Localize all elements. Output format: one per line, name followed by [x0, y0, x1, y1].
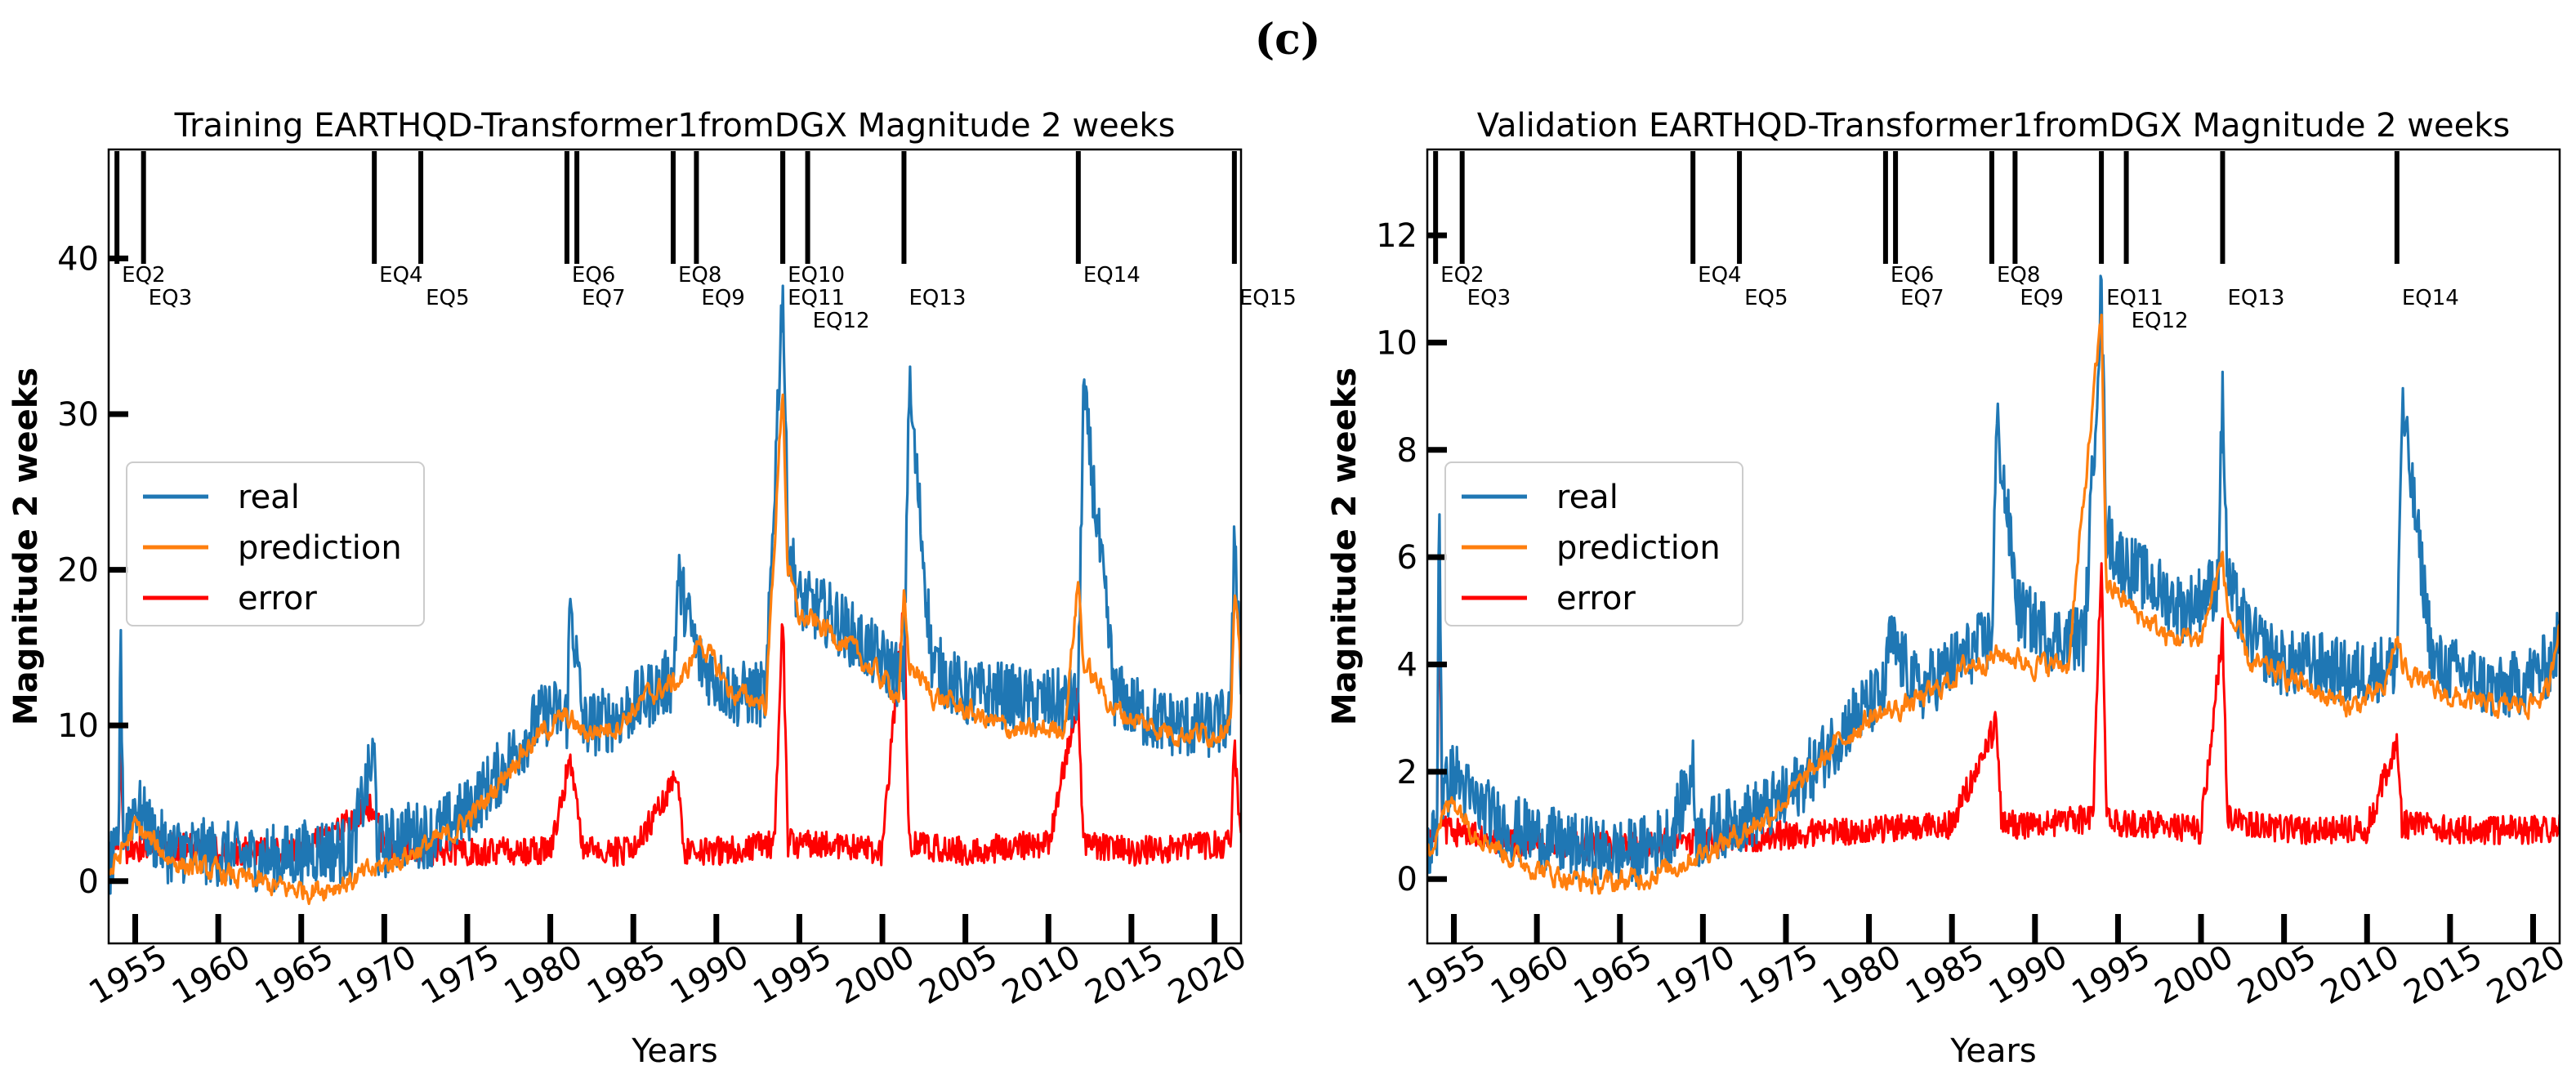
x-tick-label: 1995 — [2065, 938, 2156, 1012]
training-chart: Training EARTHQD-Transformer1fromDGX Mag… — [7, 107, 1297, 1070]
x-tick-label: 2010 — [996, 938, 1087, 1012]
event-marker-label: EQ3 — [1467, 286, 1511, 310]
x-tick-label: 1970 — [332, 938, 422, 1012]
x-tick-label: 2005 — [2232, 938, 2323, 1012]
event-marker-label: EQ11 — [2106, 286, 2163, 310]
x-tick-label: 2010 — [2315, 938, 2405, 1012]
event-marker-label: EQ12 — [2132, 309, 2189, 333]
event-marker-label: EQ7 — [1900, 286, 1944, 310]
x-tick-label: 1995 — [747, 938, 837, 1012]
x-tick-label: 1990 — [664, 938, 755, 1012]
x-tick-label: 2005 — [913, 938, 1004, 1012]
y-tick-label: 30 — [57, 396, 99, 434]
y-axis-label: Magnitude 2 weeks — [1326, 368, 1364, 725]
y-tick-label: 2 — [1397, 754, 1417, 791]
event-marker-label: EQ2 — [1440, 263, 1484, 288]
axes-frame — [1426, 148, 2561, 945]
y-tick-label: 0 — [78, 863, 99, 901]
x-tick-label: 2020 — [1162, 938, 1252, 1012]
x-tick-label: 2020 — [2480, 938, 2571, 1012]
legend: real prediction error — [126, 461, 425, 626]
chart-title: Training EARTHQD-Transformer1fromDGX Mag… — [174, 107, 1176, 145]
event-marker-label: EQ15 — [1239, 286, 1297, 310]
x-tick-label: 1985 — [1900, 938, 1990, 1012]
event-marker-label: EQ8 — [1997, 263, 2040, 288]
x-tick-label: 1975 — [415, 938, 506, 1012]
x-axis-label: Years — [1949, 1032, 2037, 1070]
y-tick-label: 12 — [1376, 217, 1417, 255]
x-tick-label: 2015 — [1079, 938, 1170, 1012]
event-marker-label: EQ13 — [909, 286, 966, 310]
chart-title: Validation EARTHQD-Transformer1fromDGX M… — [1477, 107, 2511, 145]
event-marker-label: EQ12 — [813, 309, 870, 333]
series-line-real — [109, 284, 1241, 895]
x-tick-label: 1980 — [1817, 938, 1908, 1012]
y-tick-label: 40 — [57, 240, 99, 278]
event-marker-label: EQ8 — [678, 263, 721, 288]
x-tick-label: 1965 — [1568, 938, 1659, 1012]
event-marker-label: EQ14 — [1083, 263, 1141, 288]
y-tick-label: 10 — [1376, 324, 1417, 362]
legend-box — [1444, 461, 1743, 626]
legend-box — [126, 461, 425, 626]
legend-label-real: real — [238, 479, 300, 516]
legend-label-prediction: prediction — [238, 529, 402, 567]
legend: real prediction error — [1444, 461, 1743, 626]
y-axis-label: Magnitude 2 weeks — [7, 368, 45, 725]
axes-frame — [107, 148, 1243, 945]
series-line-real — [1427, 274, 2560, 887]
x-tick-label: 2015 — [2398, 938, 2489, 1012]
legend-label-real: real — [1556, 479, 1618, 516]
event-marker-label: EQ11 — [788, 286, 845, 310]
series-group — [109, 284, 1241, 906]
event-marker-label: EQ6 — [572, 263, 615, 288]
x-tick-label: 1975 — [1734, 938, 1824, 1012]
event-marker-label: EQ4 — [379, 263, 422, 288]
event-marker-label: EQ10 — [788, 263, 845, 288]
event-marker-label: EQ14 — [2402, 286, 2459, 310]
x-tick-label: 1965 — [249, 938, 340, 1012]
legend-label-prediction: prediction — [1556, 529, 1721, 567]
y-tick-label: 10 — [57, 707, 99, 745]
x-axis-label: Years — [631, 1032, 718, 1070]
event-marker-label: EQ2 — [122, 263, 165, 288]
x-tick-label: 1960 — [1484, 938, 1575, 1012]
event-marker-label: EQ7 — [582, 286, 625, 310]
x-tick-label: 1955 — [1401, 938, 1492, 1012]
event-marker-label: EQ5 — [1744, 286, 1788, 310]
series-group — [1427, 274, 2560, 895]
legend-label-error: error — [238, 580, 317, 617]
event-marker-label: EQ4 — [1698, 263, 1741, 288]
event-marker-label: EQ3 — [149, 286, 192, 310]
x-tick-label: 1980 — [498, 938, 589, 1012]
event-marker-label: EQ9 — [2020, 286, 2063, 310]
y-tick-label: 8 — [1397, 432, 1417, 470]
series-line-prediction — [109, 393, 1241, 906]
x-tick-label: 1970 — [1650, 938, 1741, 1012]
y-tick-label: 6 — [1397, 539, 1417, 577]
validation-chart: Validation EARTHQD-Transformer1fromDGX M… — [1326, 107, 2572, 1070]
y-tick-label: 20 — [57, 552, 99, 590]
x-tick-label: 2000 — [2149, 938, 2239, 1012]
event-marker-label: EQ6 — [1891, 263, 1934, 288]
legend-label-error: error — [1556, 580, 1636, 617]
series-line-prediction — [1427, 314, 2560, 895]
y-tick-label: 4 — [1397, 646, 1417, 684]
event-marker-label: EQ13 — [2227, 286, 2284, 310]
x-tick-label: 1990 — [1983, 938, 2074, 1012]
event-marker-label: EQ5 — [426, 286, 469, 310]
x-tick-label: 1955 — [83, 938, 173, 1012]
x-tick-label: 1985 — [581, 938, 672, 1012]
event-marker-label: EQ9 — [701, 286, 744, 310]
x-tick-label: 1960 — [166, 938, 257, 1012]
y-tick-label: 0 — [1397, 861, 1417, 898]
x-tick-label: 2000 — [830, 938, 921, 1012]
panel-label: (c) — [1255, 15, 1321, 65]
